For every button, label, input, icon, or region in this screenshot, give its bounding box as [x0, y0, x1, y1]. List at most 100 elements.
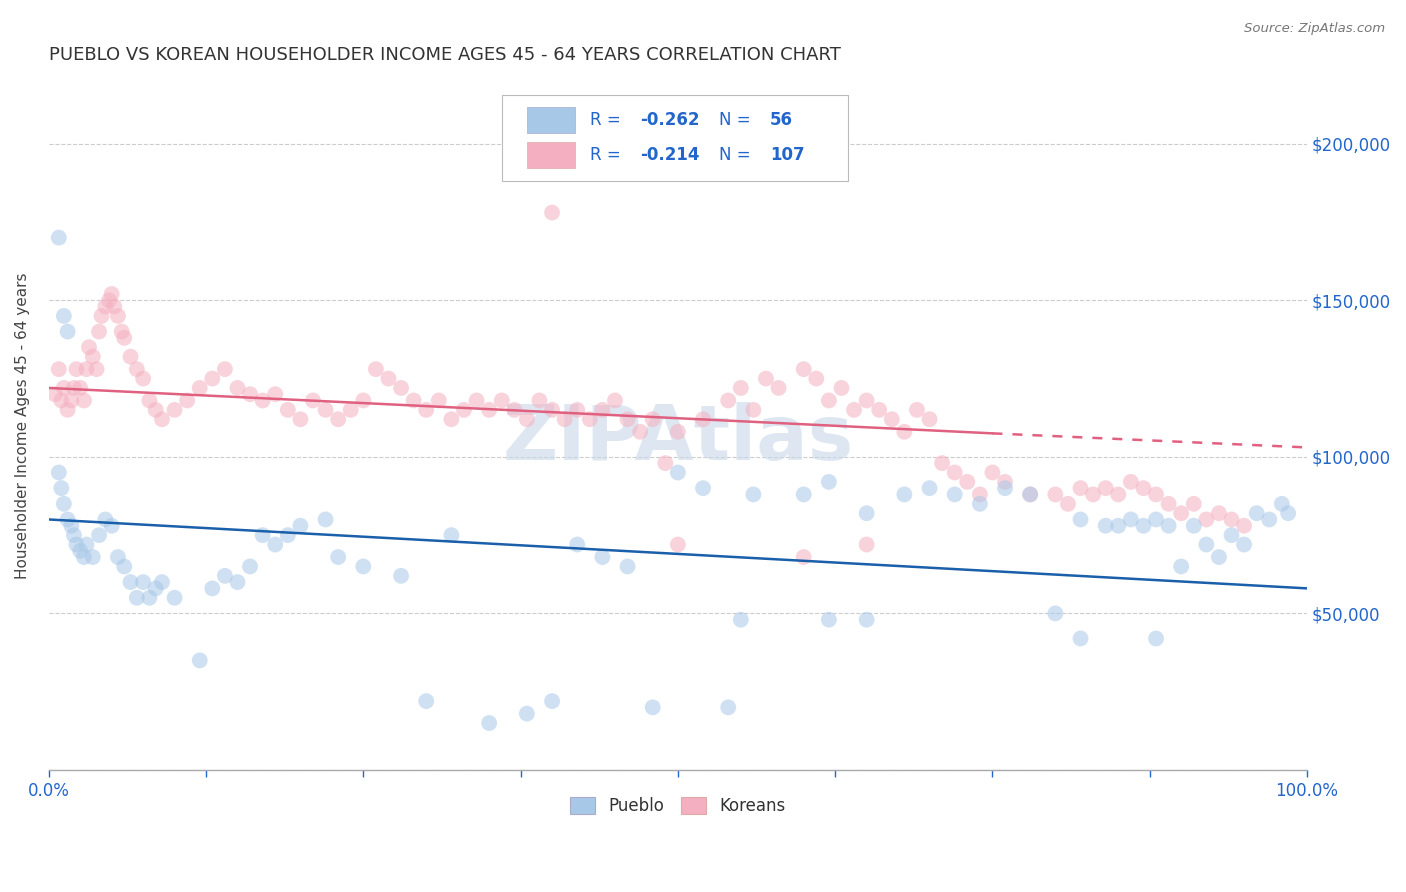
Point: [793, 487, 815, 501]
Point: [1233, 518, 1256, 533]
Point: [491, 393, 513, 408]
Point: [214, 569, 236, 583]
Point: [578, 412, 600, 426]
Point: [277, 528, 299, 542]
Point: [120, 575, 142, 590]
Point: [132, 575, 155, 590]
Text: 56: 56: [769, 112, 793, 129]
Point: [60, 518, 83, 533]
Point: [730, 381, 752, 395]
Point: [1144, 512, 1167, 526]
Point: [591, 549, 613, 564]
Point: [389, 381, 412, 395]
FancyBboxPatch shape: [527, 142, 575, 168]
Point: [1258, 512, 1281, 526]
Point: [52, 497, 75, 511]
Point: [176, 393, 198, 408]
Point: [1246, 506, 1268, 520]
Point: [1170, 506, 1192, 520]
Point: [855, 537, 877, 551]
Point: [150, 575, 173, 590]
Y-axis label: Householder Income Ages 45 - 64 years: Householder Income Ages 45 - 64 years: [15, 272, 30, 579]
Point: [981, 466, 1004, 480]
Point: [364, 362, 387, 376]
Point: [603, 393, 626, 408]
Point: [918, 481, 941, 495]
Point: [1107, 518, 1129, 533]
Point: [503, 402, 526, 417]
Point: [905, 402, 928, 417]
Point: [806, 371, 828, 385]
Point: [52, 309, 75, 323]
Point: [1157, 497, 1180, 511]
Point: [818, 475, 841, 489]
Point: [541, 205, 564, 219]
Point: [150, 412, 173, 426]
Point: [48, 362, 70, 376]
Point: [1271, 497, 1294, 511]
Point: [86, 362, 108, 376]
Point: [1045, 607, 1067, 621]
Point: [100, 287, 122, 301]
Point: [1220, 528, 1243, 542]
Point: [415, 402, 437, 417]
Point: [48, 230, 70, 244]
Point: [48, 466, 70, 480]
Point: [377, 371, 399, 385]
Point: [63, 528, 86, 542]
Point: [87, 528, 110, 542]
Point: [415, 694, 437, 708]
Point: [868, 402, 890, 417]
Point: [717, 700, 740, 714]
Point: [742, 487, 765, 501]
Point: [818, 393, 841, 408]
Point: [328, 549, 350, 564]
Point: [692, 481, 714, 495]
Point: [112, 331, 135, 345]
Point: [427, 393, 450, 408]
Point: [98, 293, 121, 308]
Point: [1081, 487, 1104, 501]
Point: [628, 425, 651, 439]
Point: [616, 559, 638, 574]
Point: [107, 549, 129, 564]
Text: ZIPAtlas: ZIPAtlas: [502, 402, 853, 476]
Point: [94, 300, 117, 314]
Point: [893, 487, 915, 501]
Point: [541, 694, 564, 708]
Point: [1070, 632, 1092, 646]
Point: [201, 582, 224, 596]
Point: [107, 309, 129, 323]
Point: [1144, 487, 1167, 501]
Point: [1070, 481, 1092, 495]
Point: [1157, 518, 1180, 533]
Point: [1208, 506, 1230, 520]
Point: [1057, 497, 1080, 511]
Point: [277, 402, 299, 417]
Text: N =: N =: [720, 145, 751, 164]
Point: [73, 549, 96, 564]
Point: [818, 613, 841, 627]
Point: [465, 393, 488, 408]
Point: [1094, 481, 1116, 495]
Point: [138, 591, 160, 605]
Point: [51, 481, 73, 495]
Point: [82, 350, 104, 364]
Point: [1220, 512, 1243, 526]
Point: [1182, 497, 1205, 511]
Point: [120, 350, 142, 364]
Point: [77, 340, 100, 354]
Point: [793, 362, 815, 376]
Point: [654, 456, 676, 470]
Point: [1233, 537, 1256, 551]
Point: [51, 393, 73, 408]
Point: [1182, 518, 1205, 533]
Point: [90, 309, 112, 323]
Point: [1132, 518, 1154, 533]
Point: [641, 700, 664, 714]
Text: -0.262: -0.262: [640, 112, 700, 129]
Point: [516, 412, 538, 426]
Point: [111, 325, 134, 339]
Point: [52, 381, 75, 395]
Text: Source: ZipAtlas.com: Source: ZipAtlas.com: [1244, 22, 1385, 36]
